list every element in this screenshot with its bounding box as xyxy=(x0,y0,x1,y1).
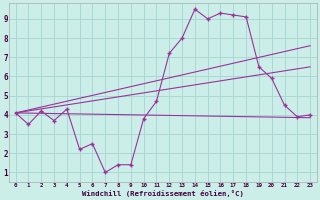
X-axis label: Windchill (Refroidissement éolien,°C): Windchill (Refroidissement éolien,°C) xyxy=(82,190,244,197)
